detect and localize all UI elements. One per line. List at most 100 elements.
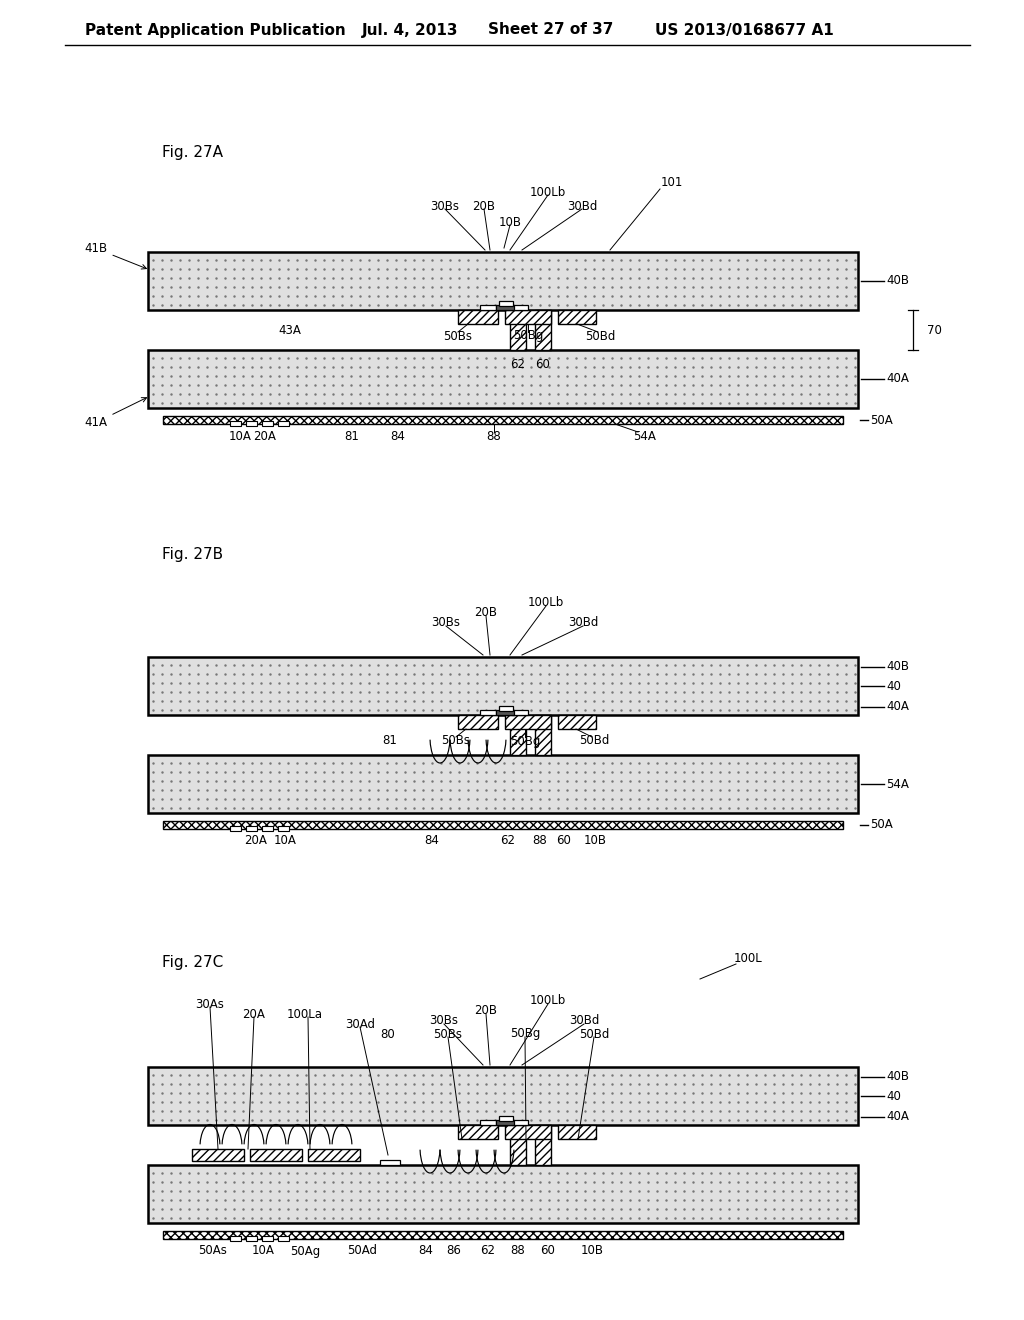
Bar <box>510 310 526 350</box>
Bar <box>262 826 273 832</box>
Bar <box>505 310 551 323</box>
Text: 10A: 10A <box>252 1245 274 1258</box>
Bar <box>480 1119 496 1125</box>
Bar <box>148 755 858 813</box>
Text: Sheet 27 of 37: Sheet 27 of 37 <box>488 22 613 37</box>
Text: 20A: 20A <box>254 429 276 442</box>
Bar <box>148 252 858 310</box>
Bar <box>278 1236 289 1241</box>
Bar <box>496 1119 514 1125</box>
Bar <box>512 710 528 715</box>
Text: 30Bs: 30Bs <box>430 199 460 213</box>
Bar <box>230 421 241 426</box>
Text: 100Lb: 100Lb <box>529 994 566 1007</box>
Text: 88: 88 <box>511 1245 525 1258</box>
Text: 40: 40 <box>886 1089 901 1102</box>
Text: 20A: 20A <box>245 834 267 847</box>
Text: 50Bg: 50Bg <box>510 1027 541 1040</box>
Bar <box>246 421 257 426</box>
Bar <box>458 1125 498 1139</box>
Text: 20B: 20B <box>472 199 496 213</box>
Bar <box>262 1236 273 1241</box>
Text: 40: 40 <box>886 680 901 693</box>
Text: 50Bg: 50Bg <box>513 330 543 342</box>
Bar <box>496 710 514 715</box>
Bar <box>148 1067 858 1125</box>
Bar <box>558 715 596 729</box>
Bar <box>505 715 551 729</box>
Bar <box>499 706 513 711</box>
Text: 40B: 40B <box>886 1071 909 1084</box>
Text: 84: 84 <box>419 1245 433 1258</box>
Text: 70: 70 <box>927 323 942 337</box>
Bar <box>480 305 496 310</box>
Text: Fig. 27C: Fig. 27C <box>162 954 223 969</box>
Bar <box>148 350 858 408</box>
Bar <box>308 1148 360 1162</box>
Text: Fig. 27A: Fig. 27A <box>162 144 223 160</box>
Bar <box>163 416 843 424</box>
Text: 20B: 20B <box>474 606 498 619</box>
Text: 10B: 10B <box>499 215 521 228</box>
Text: US 2013/0168677 A1: US 2013/0168677 A1 <box>655 22 834 37</box>
Bar <box>505 1125 551 1139</box>
Bar <box>558 310 596 323</box>
Text: 40B: 40B <box>886 660 909 673</box>
Text: Patent Application Publication: Patent Application Publication <box>85 22 346 37</box>
Text: 81: 81 <box>344 429 359 442</box>
Text: 50Bs: 50Bs <box>443 330 472 342</box>
Bar <box>246 1236 257 1241</box>
Text: 50Bg: 50Bg <box>510 734 541 747</box>
Bar <box>535 1125 551 1166</box>
Bar <box>480 710 496 715</box>
Text: 43A: 43A <box>279 323 301 337</box>
Text: 60: 60 <box>557 834 571 847</box>
Bar <box>148 657 858 715</box>
Text: 88: 88 <box>532 834 548 847</box>
Text: 50As: 50As <box>199 1245 227 1258</box>
Bar <box>250 1148 302 1162</box>
Text: 30Bd: 30Bd <box>567 199 597 213</box>
Bar <box>148 1166 858 1224</box>
Text: 62: 62 <box>501 834 515 847</box>
Text: 80: 80 <box>381 1027 395 1040</box>
Bar <box>496 305 514 310</box>
Text: 54A: 54A <box>886 777 909 791</box>
Text: 30As: 30As <box>196 998 224 1011</box>
Text: 50Ad: 50Ad <box>347 1245 377 1258</box>
Text: 30Ad: 30Ad <box>345 1018 375 1031</box>
Text: 86: 86 <box>446 1245 462 1258</box>
Text: Fig. 27B: Fig. 27B <box>162 548 223 562</box>
Text: 30Bd: 30Bd <box>568 1015 599 1027</box>
Text: 62: 62 <box>511 358 525 371</box>
Text: Jul. 4, 2013: Jul. 4, 2013 <box>362 22 459 37</box>
Text: 30Bs: 30Bs <box>431 616 461 630</box>
Bar <box>163 1232 843 1239</box>
Text: 20B: 20B <box>474 1005 498 1018</box>
Bar <box>230 1236 241 1241</box>
Bar <box>458 310 498 323</box>
Bar <box>512 1119 528 1125</box>
Text: 50A: 50A <box>870 413 893 426</box>
Text: 50A: 50A <box>870 818 893 832</box>
Bar <box>510 715 526 755</box>
Bar <box>193 1148 244 1162</box>
Text: 10A: 10A <box>228 429 252 442</box>
Text: 100Lb: 100Lb <box>529 186 566 198</box>
Text: 81: 81 <box>383 734 397 747</box>
Bar <box>278 826 289 832</box>
Text: 30Bd: 30Bd <box>568 616 598 630</box>
Bar <box>230 826 241 832</box>
Bar <box>246 826 257 832</box>
Text: 50Ag: 50Ag <box>290 1245 321 1258</box>
Text: 50Bs: 50Bs <box>433 1027 463 1040</box>
Bar <box>163 821 843 829</box>
Text: 54A: 54A <box>634 429 656 442</box>
Bar <box>278 421 289 426</box>
Text: 10B: 10B <box>584 834 606 847</box>
Text: 41A: 41A <box>85 397 146 429</box>
Text: 60: 60 <box>541 1245 555 1258</box>
Bar <box>499 1115 513 1121</box>
Text: 84: 84 <box>390 429 406 442</box>
Text: 40B: 40B <box>886 275 909 288</box>
